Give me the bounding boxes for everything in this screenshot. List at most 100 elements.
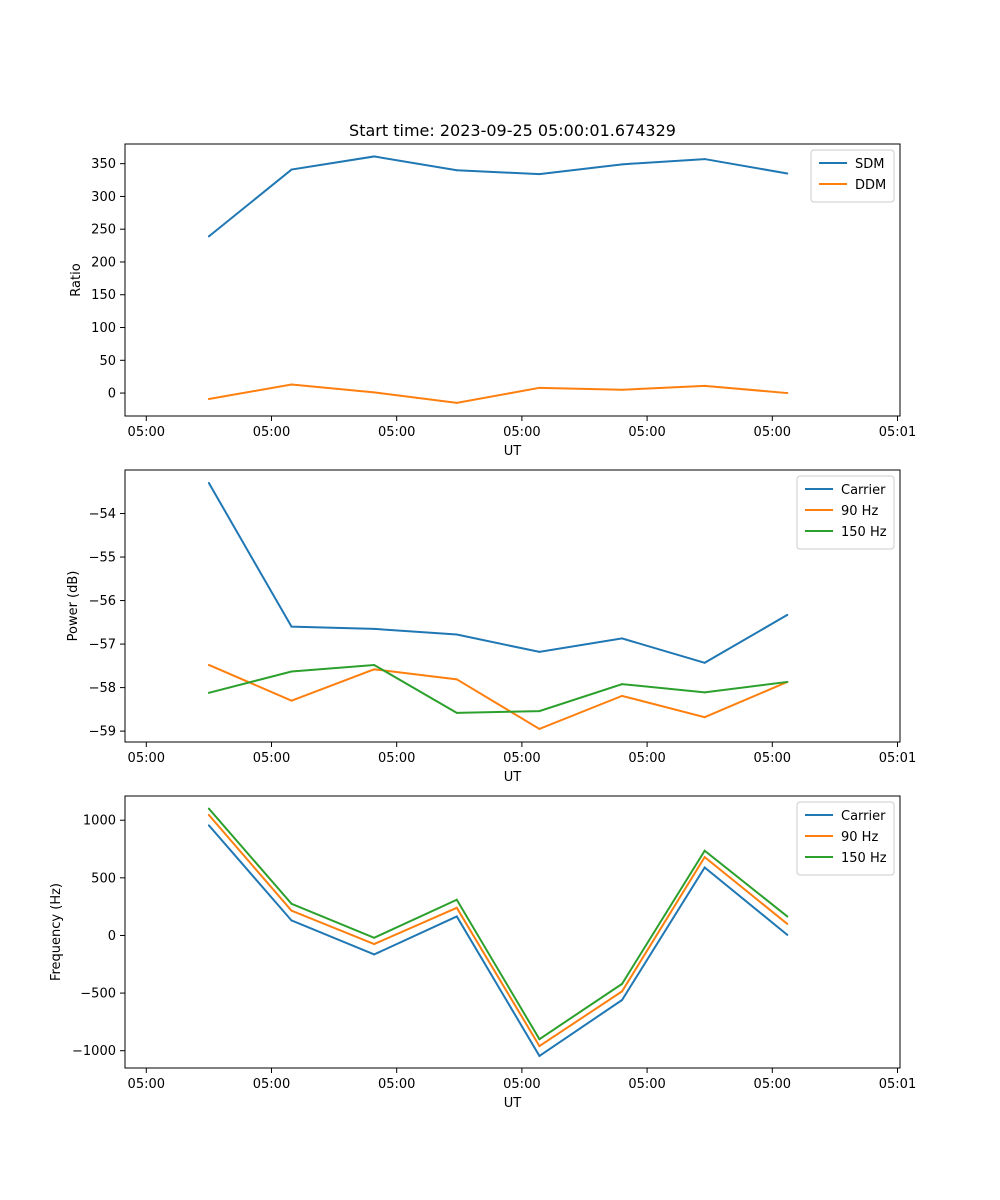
- series-line-carrier: [208, 482, 788, 664]
- data-point-carrier: [290, 919, 293, 922]
- y-tick-label: 50: [99, 354, 116, 369]
- x-axis-label: UT: [504, 444, 522, 459]
- data-point-carrier: [207, 824, 210, 827]
- data-point-150-hz: [207, 807, 210, 810]
- data-point-ddm: [538, 386, 541, 389]
- data-point-ddm: [621, 388, 624, 391]
- y-tick-label: 1000: [83, 814, 116, 829]
- y-tick-label: −57: [89, 638, 116, 653]
- legend-label: SDM: [855, 157, 884, 172]
- data-point-90-hz: [290, 909, 293, 912]
- data-point-carrier: [538, 1054, 541, 1057]
- x-tick-label: 05:01: [879, 1077, 916, 1092]
- series-line-90-hz: [208, 814, 788, 1048]
- data-point-150-hz: [621, 683, 624, 686]
- data-point-ddm: [290, 383, 293, 386]
- legend: Carrier 90 Hz 150 Hz: [796, 475, 895, 550]
- y-tick-label: 250: [91, 223, 116, 238]
- data-point-sdm: [703, 158, 706, 161]
- y-tick-label: 200: [91, 255, 116, 270]
- data-point-150-hz: [290, 902, 293, 905]
- legend: SDM DDM: [810, 149, 895, 203]
- y-axis-label: Ratio: [69, 263, 84, 296]
- series-line-90-hz: [208, 664, 788, 731]
- data-point-sdm: [455, 169, 458, 172]
- y-tick-label: −56: [89, 594, 116, 609]
- data-point-90-hz: [703, 716, 706, 719]
- x-tick-label: 05:00: [628, 1077, 665, 1092]
- data-point-90-hz: [455, 678, 458, 681]
- x-tick-label: 05:00: [378, 1077, 415, 1092]
- data-point-carrier: [786, 613, 789, 616]
- x-tick-label: 05:00: [754, 751, 791, 766]
- plot-frame: [124, 795, 901, 1069]
- data-point-90-hz: [207, 663, 210, 666]
- chart-panel-1: 05:00 05:00 05:00 05:00 05:00 05:00 05:01 0 50 10…: [69, 121, 916, 459]
- y-tick-label: 150: [91, 288, 116, 303]
- y-axis-label: Power (dB): [66, 571, 81, 642]
- data-point-ddm: [703, 384, 706, 387]
- chart-title: Start time: 2023-09-25 05:00:01.674329: [349, 121, 676, 140]
- data-point-90-hz: [373, 943, 376, 946]
- data-point-90-hz: [538, 1045, 541, 1048]
- y-tick-label: 300: [91, 190, 116, 205]
- y-tick-label: 350: [91, 157, 116, 172]
- data-point-90-hz: [373, 668, 376, 671]
- y-tick-label: 0: [108, 929, 116, 944]
- data-point-carrier: [373, 627, 376, 630]
- chart-panel-2: 05:00 05:00 05:00 05:00 05:00 05:00 05:01 −59 −5…: [66, 469, 916, 785]
- x-tick-label: 05:00: [253, 425, 290, 440]
- data-point-carrier: [703, 866, 706, 869]
- x-tick-label: 05:00: [503, 1077, 540, 1092]
- legend-label: 150 Hz: [841, 851, 887, 866]
- data-point-150-hz: [207, 691, 210, 694]
- y-tick-label: −58: [89, 681, 116, 696]
- plot-frame: [124, 469, 901, 743]
- data-point-150-hz: [703, 849, 706, 852]
- series-line-carrier: [208, 824, 788, 1058]
- data-point-150-hz: [786, 915, 789, 918]
- x-tick-label: 05:00: [628, 751, 665, 766]
- data-point-90-hz: [621, 990, 624, 993]
- data-point-90-hz: [786, 922, 789, 925]
- x-tick-label: 05:00: [128, 1077, 165, 1092]
- data-point-ddm: [786, 392, 789, 395]
- data-point-150-hz: [538, 1038, 541, 1041]
- x-tick-label: 05:00: [253, 1077, 290, 1092]
- data-point-carrier: [207, 482, 210, 485]
- data-point-carrier: [621, 999, 624, 1001]
- data-point-sdm: [207, 235, 210, 238]
- data-point-carrier: [290, 625, 293, 628]
- x-tick-label: 05:00: [754, 1077, 791, 1092]
- chart-panel-3: 05:00 05:00 05:00 05:00 05:00 05:00 05:01 −1000…: [49, 795, 916, 1111]
- legend: Carrier 90 Hz 150 Hz: [796, 801, 895, 876]
- plot-frame: [124, 143, 901, 417]
- x-axis-label: UT: [504, 1096, 522, 1111]
- y-tick-label: 100: [91, 321, 116, 336]
- legend-label: 150 Hz: [841, 525, 887, 540]
- data-point-90-hz: [455, 906, 458, 909]
- data-point-150-hz: [290, 670, 293, 673]
- data-point-150-hz: [703, 691, 706, 694]
- x-tick-label: 05:01: [879, 425, 916, 440]
- data-point-carrier: [455, 633, 458, 636]
- data-point-90-hz: [703, 856, 706, 859]
- y-tick-label: −500: [80, 987, 116, 1002]
- x-tick-label: 05:00: [628, 425, 665, 440]
- y-tick-label: −1000: [72, 1044, 116, 1059]
- legend-label: DDM: [855, 178, 886, 193]
- x-tick-label: 05:00: [503, 425, 540, 440]
- x-tick-label: 05:00: [503, 751, 540, 766]
- x-tick-label: 05:00: [253, 751, 290, 766]
- y-tick-label: −54: [89, 507, 116, 522]
- data-point-90-hz: [538, 727, 541, 730]
- data-point-90-hz: [621, 694, 624, 697]
- x-tick-label: 05:00: [128, 425, 165, 440]
- data-point-carrier: [538, 650, 541, 653]
- data-point-150-hz: [455, 711, 458, 714]
- data-point-carrier: [621, 637, 624, 640]
- data-point-carrier: [786, 933, 789, 936]
- data-point-sdm: [621, 163, 624, 166]
- series-line-ddm: [208, 383, 788, 404]
